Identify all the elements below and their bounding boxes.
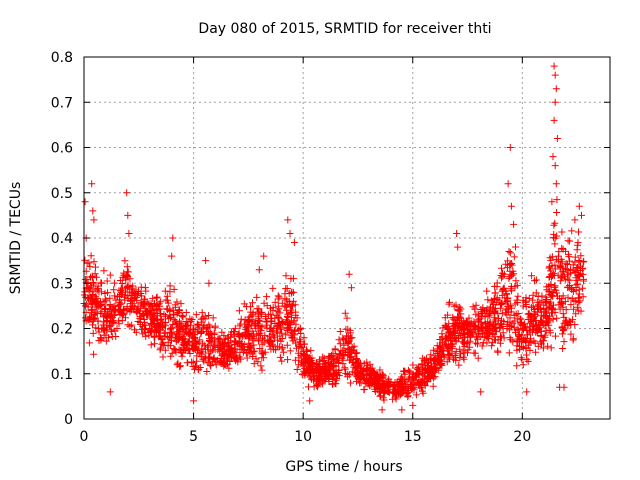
y-tick-label: 0.8	[51, 50, 73, 66]
y-tick-label: 0.3	[51, 276, 73, 292]
points-layer	[80, 62, 588, 414]
y-tick-label: 0.1	[51, 367, 73, 383]
y-axis-title: SRMTID / TECUs	[8, 182, 24, 295]
x-tick-label: 5	[189, 429, 198, 445]
y-tick-label: 0.2	[51, 322, 73, 338]
ticks-layer: 0 0.1 0.2 0.3 0.4 0.5 0.6 0.7 0.8 0 5 10 15 20	[51, 50, 610, 445]
y-tick-label: 0.5	[51, 186, 73, 202]
data-points-plus-markers	[80, 62, 588, 414]
x-axis-title: GPS time / hours	[285, 459, 402, 475]
y-tick-label: 0.6	[51, 141, 73, 157]
x-tick-label: 15	[404, 429, 422, 445]
y-tick-label: 0	[64, 412, 73, 428]
y-tick-label: 0.4	[51, 231, 73, 247]
chart-title: Day 080 of 2015, SRMTID for receiver tht…	[198, 21, 491, 37]
y-tick-label: 0.7	[51, 95, 73, 111]
x-tick-label: 20	[513, 429, 531, 445]
x-tick-label: 10	[294, 429, 312, 445]
x-tick-label: 0	[80, 429, 89, 445]
